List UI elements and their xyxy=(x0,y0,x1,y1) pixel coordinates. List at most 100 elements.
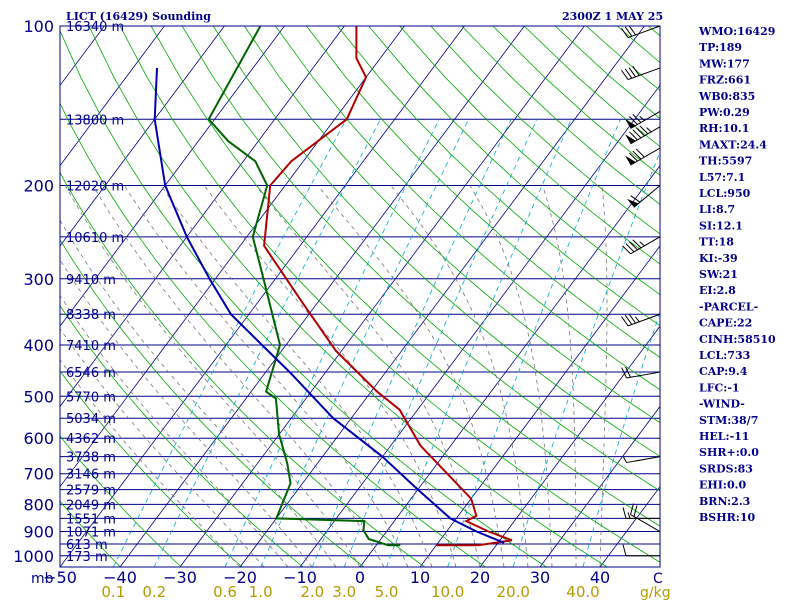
moist-adiabat-line xyxy=(161,186,432,568)
wind-barb-staff xyxy=(631,127,660,144)
isotherm-line xyxy=(180,26,584,567)
isotherm-line xyxy=(0,26,344,567)
height-label: 13800 m xyxy=(66,113,124,128)
height-label: 4362 m xyxy=(66,432,116,447)
pressure-tick-label: 300 xyxy=(23,270,54,289)
dry-adiabat-line xyxy=(0,26,303,567)
dry-adiabat-line xyxy=(586,26,800,567)
pressure-unit-label: mb xyxy=(31,571,54,587)
index-item: LCL:950 xyxy=(699,187,751,200)
mixing-ratio-tick-label: 5.0 xyxy=(375,583,399,600)
height-label: 7410 m xyxy=(66,339,116,354)
index-item: EHI:0.0 xyxy=(699,479,746,492)
wind-barb-flag xyxy=(623,507,626,518)
wind-barb-half-flag xyxy=(640,116,645,120)
wind-barb-half-flag xyxy=(647,128,652,132)
mixing-ratio-line xyxy=(387,119,572,567)
index-item: CAP:9.4 xyxy=(699,365,748,378)
wind-barb-staff xyxy=(627,372,660,378)
isotherm-line xyxy=(60,26,464,567)
index-item: SI:12.1 xyxy=(699,219,743,232)
temperature-tick-label: 40 xyxy=(590,568,610,587)
height-label: 6546 m xyxy=(66,366,116,381)
isotherm-line xyxy=(0,26,44,567)
index-item: BSHR:10 xyxy=(699,511,755,524)
height-label: 10610 m xyxy=(66,231,124,246)
wind-barb-flag xyxy=(623,545,626,556)
pressure-tick-label: 500 xyxy=(23,387,54,406)
height-label: 8338 m xyxy=(66,308,116,323)
dry-adiabat-line xyxy=(0,26,364,567)
wind-barb-half-flag xyxy=(640,242,645,246)
height-label: 9410 m xyxy=(66,273,116,288)
mixing-ratio-unit-label: g/kg xyxy=(640,585,671,600)
moist-adiabat-line xyxy=(93,186,384,568)
height-label: 2579 m xyxy=(66,484,116,499)
temperature-tick-label: −20 xyxy=(223,568,257,587)
mixing-ratio-line xyxy=(448,119,621,567)
index-item: -WIND- xyxy=(699,398,745,411)
index-item: L57:7.1 xyxy=(699,171,745,184)
pressure-tick-label: 200 xyxy=(23,176,54,195)
plot-frame xyxy=(60,26,660,567)
mixing-ratio-line xyxy=(344,119,537,567)
chart-time-label: 2300Z 1 MAY 25 xyxy=(562,10,663,23)
temperature-tick-label: 0 xyxy=(355,568,365,587)
moist-adiabat-line xyxy=(124,186,408,568)
sounding-traces xyxy=(155,26,512,545)
index-item: CAPE:22 xyxy=(699,317,752,330)
height-label: 12020 m xyxy=(66,179,124,194)
height-label: 173 m xyxy=(66,550,108,565)
index-item: PW:0.29 xyxy=(699,106,750,119)
moist-adiabat-line xyxy=(543,186,576,568)
wind-barb-pennant xyxy=(625,156,636,166)
temperature-tick-label: −10 xyxy=(283,568,317,587)
index-item: WB0:835 xyxy=(698,90,755,103)
mixing-ratio-line xyxy=(312,119,511,567)
index-item: -PARCEL- xyxy=(699,300,758,313)
index-item: EI:2.8 xyxy=(699,284,736,297)
isotherm-line xyxy=(540,26,800,567)
height-label: 3738 m xyxy=(66,451,116,466)
moist-adiabat-line xyxy=(391,186,528,568)
isotherm-line xyxy=(240,26,644,567)
pressure-tick-label: 800 xyxy=(23,495,54,514)
grid-lines xyxy=(0,26,800,567)
moist-adiabat-line xyxy=(318,186,504,568)
wind-barb-half-flag xyxy=(624,457,627,463)
mixing-ratio-tick-label: 3.0 xyxy=(332,583,356,600)
index-item: WMO:16429 xyxy=(698,25,775,38)
pressure-tick-label: 1000 xyxy=(13,547,54,566)
index-item: BRN:2.3 xyxy=(699,495,750,508)
index-item: FRZ:661 xyxy=(699,74,751,87)
sounding-trace xyxy=(155,68,504,543)
moist-adiabat-line xyxy=(600,186,607,568)
index-item: MW:177 xyxy=(699,57,750,70)
temperature-tick-label: −30 xyxy=(163,568,197,587)
index-item: RH:10.1 xyxy=(699,122,749,135)
index-item: SRDS:83 xyxy=(699,462,753,475)
pressure-tick-label: 600 xyxy=(23,429,54,448)
index-item: MAXT:24.4 xyxy=(699,138,767,151)
wind-barb-staff xyxy=(627,457,660,463)
indices-panel: WMO:16429 TP:189 MW:177 FRZ:661 WB0:835 PW:0.… xyxy=(698,25,776,524)
height-label: 3146 m xyxy=(66,468,116,483)
temperature-tick-label: 30 xyxy=(530,568,550,587)
index-item: LCL:733 xyxy=(699,349,750,362)
index-item: TH:5597 xyxy=(699,155,752,168)
wind-barb-half-flag xyxy=(635,317,639,322)
index-item: TT:18 xyxy=(699,236,734,249)
height-label: 5034 m xyxy=(66,412,116,427)
temperature-tick-label: 10 xyxy=(410,568,430,587)
index-item: STM:38/7 xyxy=(699,414,758,427)
index-item: SW:21 xyxy=(699,268,738,281)
dry-adiabat-line xyxy=(555,26,800,567)
index-item: LI:8.7 xyxy=(699,203,735,216)
index-item: LFC:-1 xyxy=(699,381,740,394)
dry-adiabat-line xyxy=(524,26,800,567)
isotherm-line xyxy=(480,26,800,567)
mixing-ratio-line xyxy=(261,119,469,567)
index-item: TP:189 xyxy=(699,41,742,54)
temperature-tick-label: 20 xyxy=(470,568,490,587)
